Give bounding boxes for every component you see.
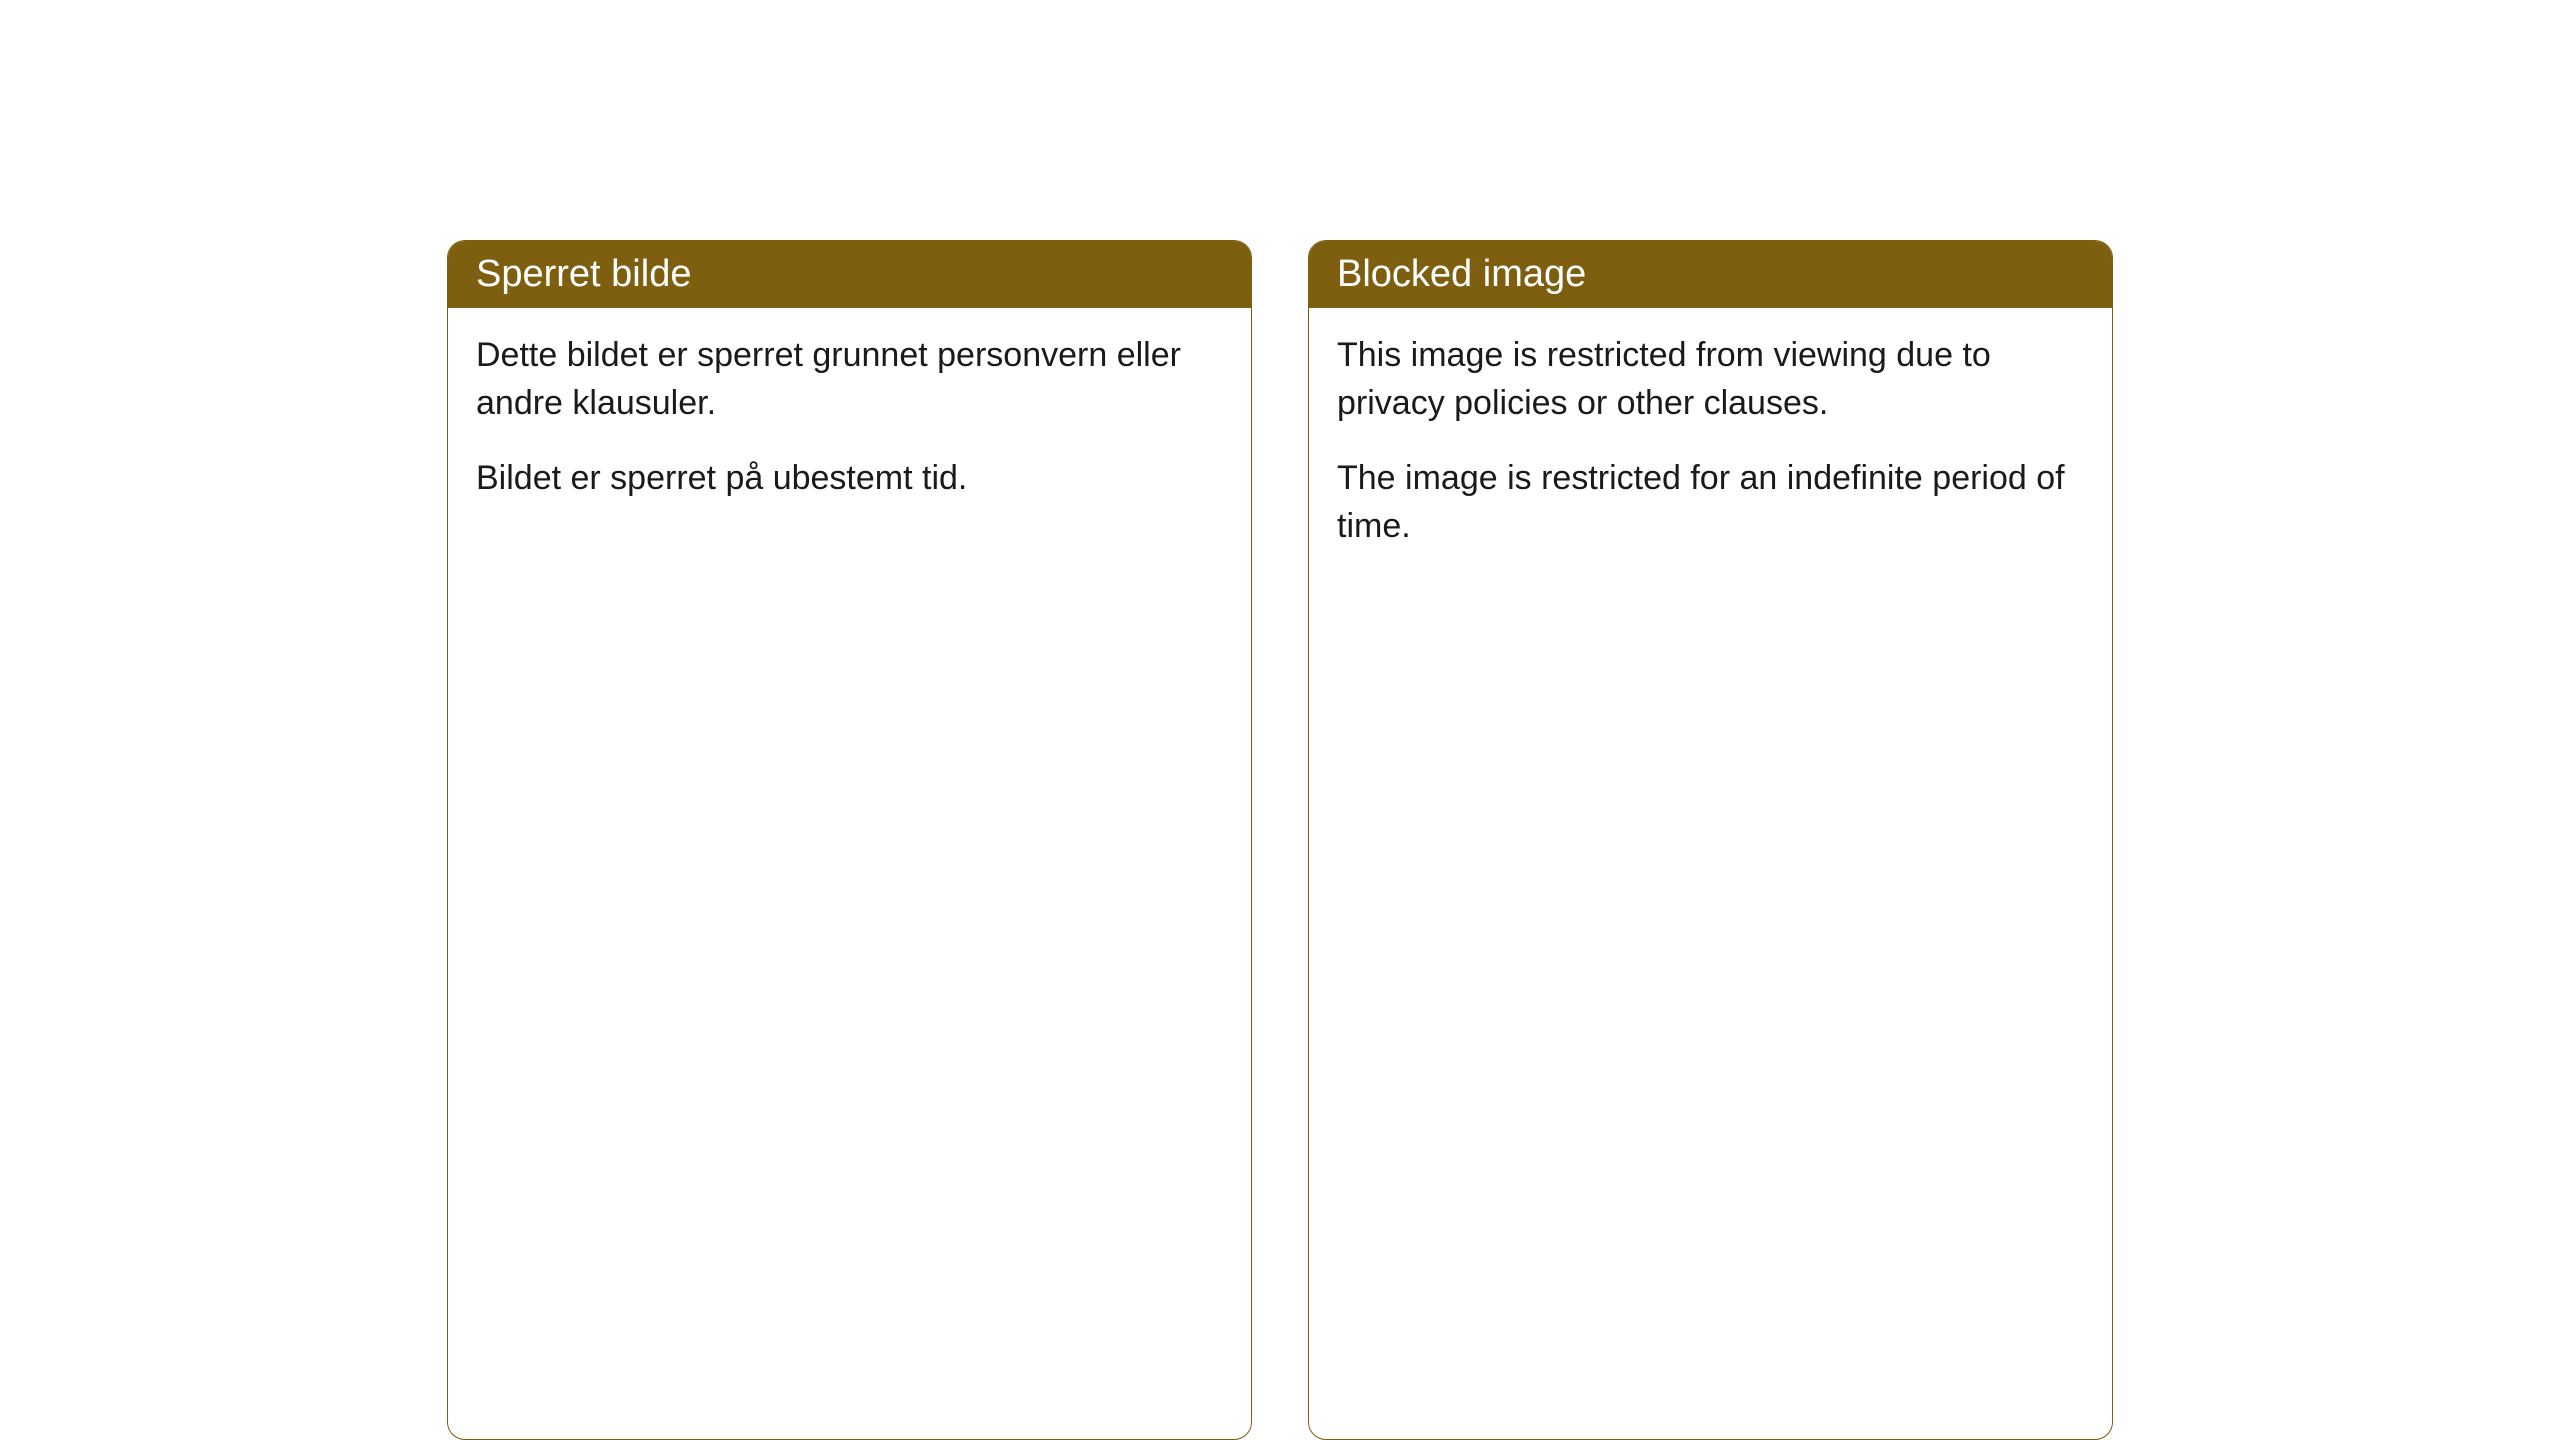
card-body-en: This image is restricted from viewing du… (1309, 308, 2112, 594)
blocked-image-card-en: Blocked image This image is restricted f… (1308, 240, 2113, 1440)
card-header-en: Blocked image (1309, 241, 2112, 308)
card-para1-no: Dette bildet er sperret grunnet personve… (476, 332, 1223, 427)
card-header-no: Sperret bilde (448, 241, 1251, 308)
card-para2-en: The image is restricted for an indefinit… (1337, 455, 2084, 550)
blocked-image-card-no: Sperret bilde Dette bildet er sperret gr… (447, 240, 1252, 1440)
card-para2-no: Bildet er sperret på ubestemt tid. (476, 455, 1223, 503)
card-title-no: Sperret bilde (476, 253, 691, 295)
card-title-en: Blocked image (1337, 253, 1586, 295)
card-para1-en: This image is restricted from viewing du… (1337, 332, 2084, 427)
cards-container: Sperret bilde Dette bildet er sperret gr… (447, 240, 2113, 1440)
card-body-no: Dette bildet er sperret grunnet personve… (448, 308, 1251, 547)
